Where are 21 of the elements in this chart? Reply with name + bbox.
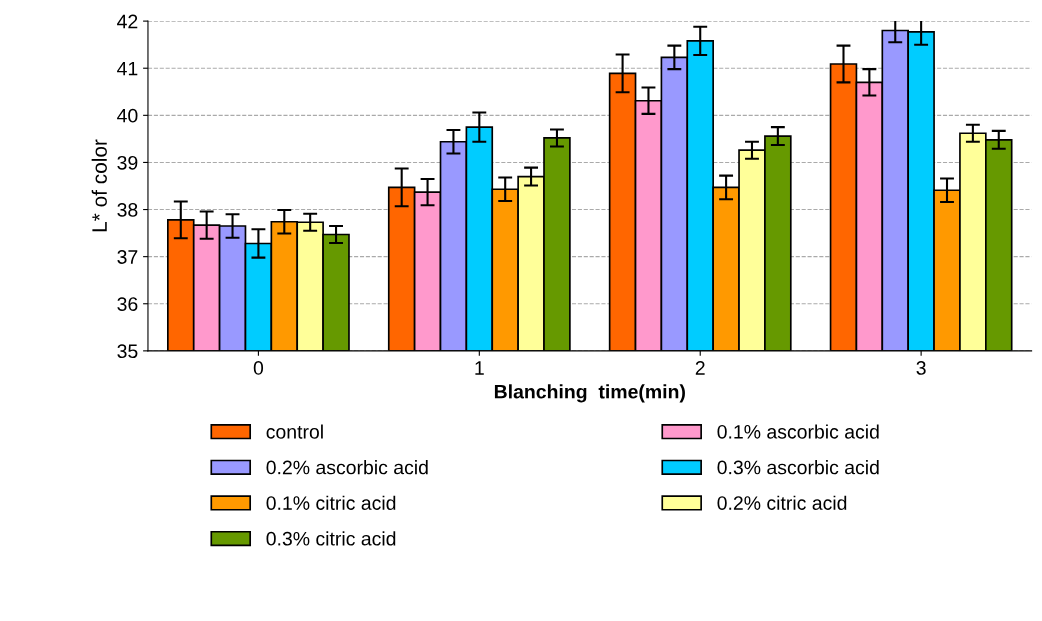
legend-label: 0.1% ascorbic acid [717, 424, 879, 439]
x-tick-label: 1 [475, 361, 484, 375]
legend-label: 0.2% citric acid [717, 495, 847, 510]
legend-label: 0.3% citric acid [266, 531, 396, 546]
y-tick-label: 39 [117, 155, 138, 170]
x-tick-label: 3 [916, 361, 926, 375]
x-tick-label: 2 [695, 361, 705, 375]
y-tick-label: 41 [117, 61, 138, 76]
y-tick-label: 38 [117, 203, 138, 217]
legend-label: 0.1% citric acid [266, 495, 396, 510]
y-tick-label: 35 [117, 344, 138, 359]
y-tick-label: 36 [117, 297, 138, 311]
legend-label: 0.3% ascorbic acid [717, 460, 879, 475]
y-tick-label: 37 [117, 250, 138, 264]
y-axis-title: L* of color [91, 139, 107, 232]
y-tick-label: 40 [117, 108, 138, 123]
legend-label: 0.2% ascorbic acid [266, 460, 428, 475]
y-tick-label: 42 [117, 14, 138, 29]
legend-label: control [266, 424, 323, 439]
x-tick-label: 0 [253, 361, 264, 375]
x-axis-title: Blanching time(min) [494, 384, 685, 403]
